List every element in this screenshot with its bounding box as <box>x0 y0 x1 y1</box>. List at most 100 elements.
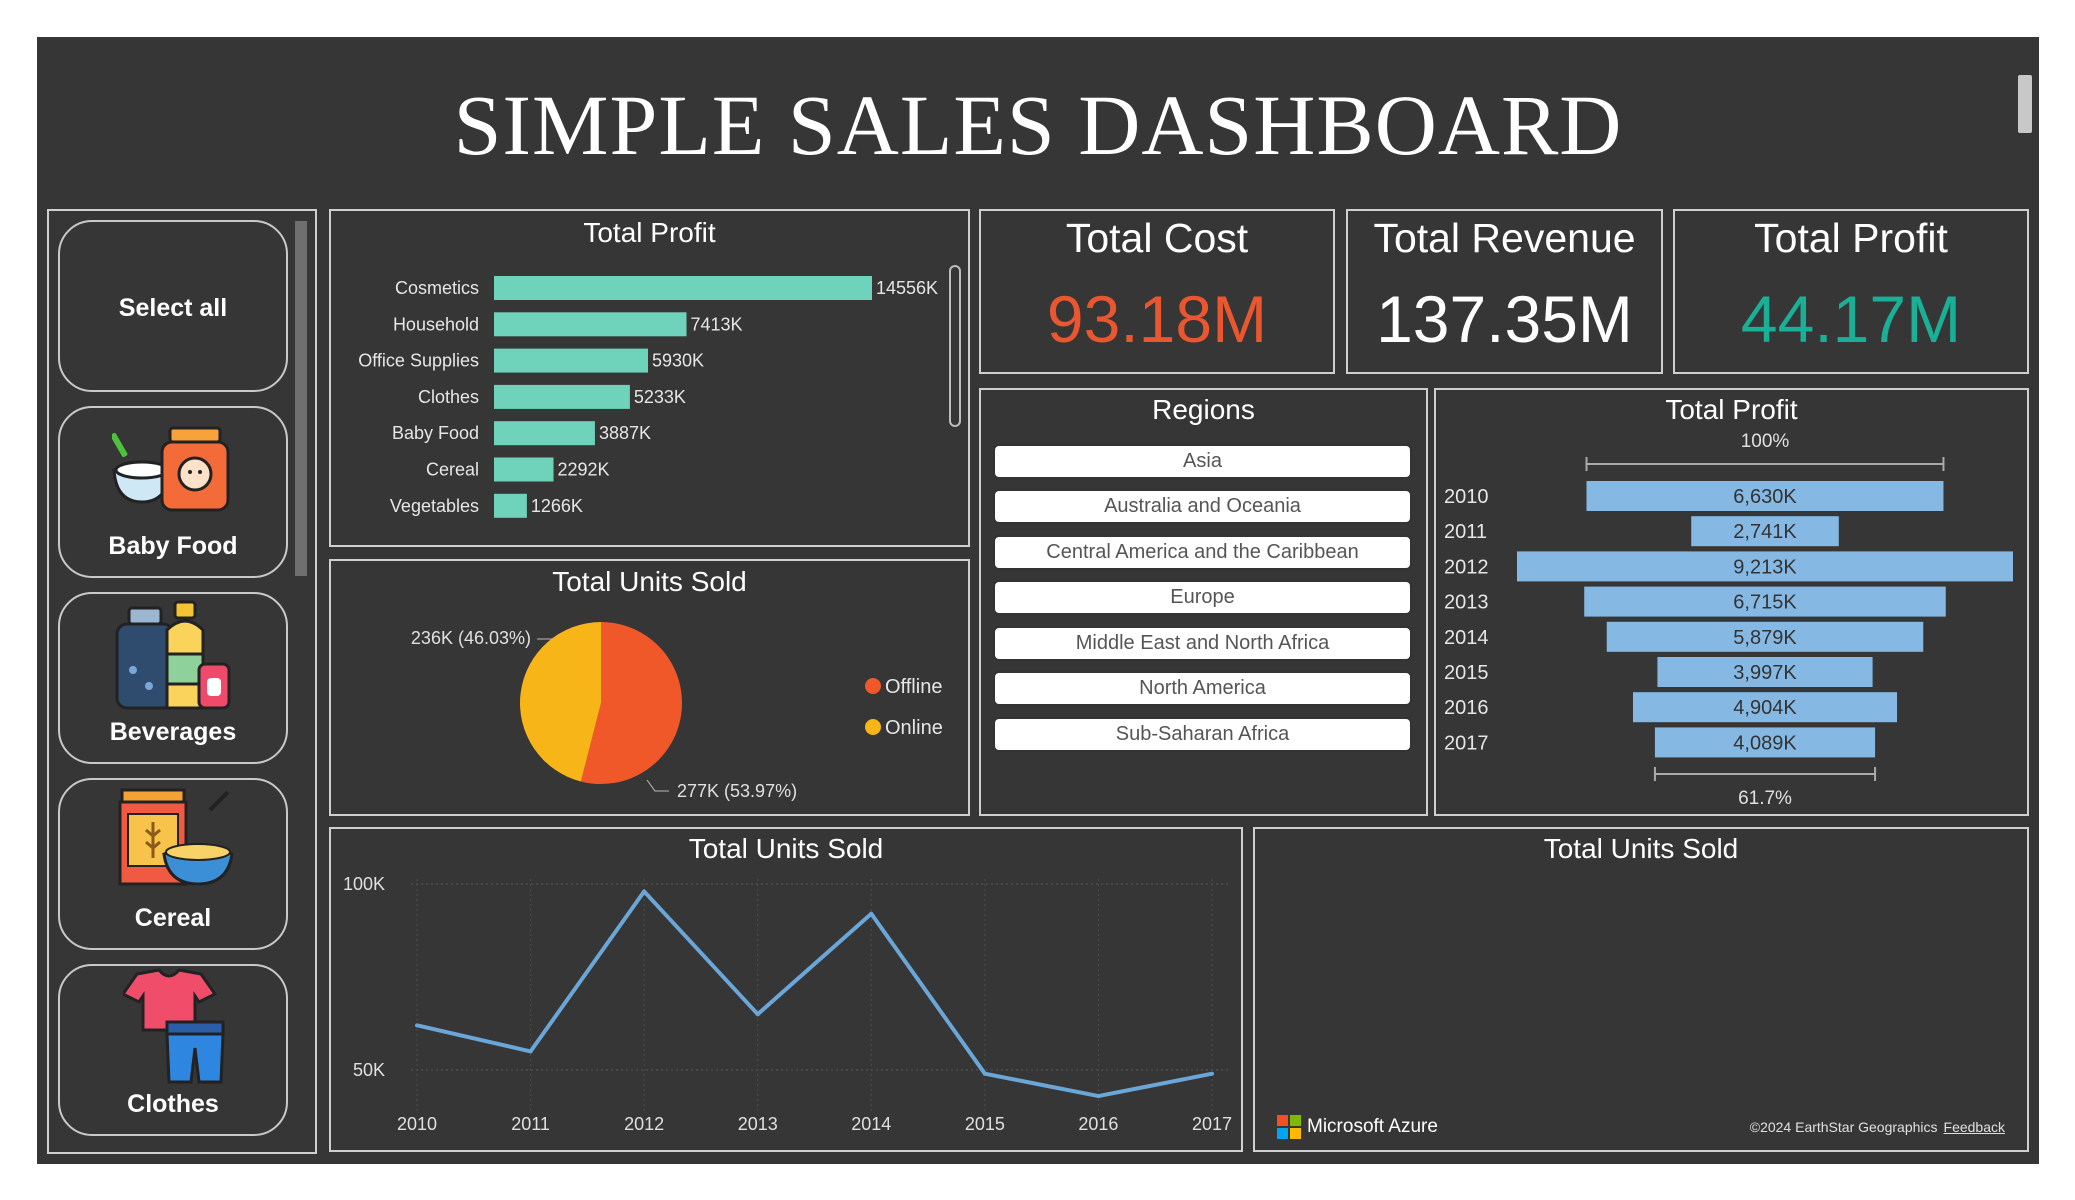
microsoft-logo-icon <box>1277 1115 1301 1139</box>
slicer-item-cereal[interactable]: Cereal <box>58 778 288 950</box>
slicer-item-label: Baby Food <box>108 532 238 560</box>
slicer-select-all[interactable]: Select all <box>58 220 288 392</box>
line-point <box>982 1071 987 1076</box>
bar-category-label: Household <box>393 314 479 334</box>
funnel-data-label: 4,904K <box>1733 697 1797 719</box>
legend-marker <box>865 719 881 735</box>
bar-data-label: 3887K <box>599 423 651 443</box>
profit-bar <box>494 457 554 482</box>
x-tick-label: 2017 <box>1192 1114 1232 1134</box>
chart-title: Total Profit <box>1665 394 1798 425</box>
funnel-bar <box>1517 551 2013 582</box>
chart-title: Total Profit <box>583 217 716 248</box>
kpi-value: 44.17M <box>1740 282 1962 356</box>
profit-by-year-funnel: Total Profit 100% 2010 6,630K 2011 2,741K 201… <box>1434 388 2029 816</box>
profit-bar <box>494 493 527 518</box>
pie-leader-line <box>646 779 669 792</box>
region-button[interactable]: Middle East and North Africa <box>993 626 1412 661</box>
line-point <box>1210 1071 1214 1076</box>
y-tick-label: 50K <box>353 1060 385 1080</box>
region-button[interactable]: Asia <box>993 444 1412 479</box>
kpi-title: Total Revenue <box>1373 215 1636 261</box>
chart-title: Total Units Sold <box>688 833 884 864</box>
cereal-icon <box>118 788 234 893</box>
funnel-bar <box>1632 692 1898 723</box>
x-tick-label: 2015 <box>965 1114 1005 1134</box>
azure-brand: Microsoft Azure <box>1277 1115 1438 1139</box>
profit-bar-chart-svg: Cosmetics 14556K Household 7413K Office Supp… <box>358 265 961 518</box>
bar-category-label: Cosmetics <box>395 278 479 298</box>
bar-category-label: Office Supplies <box>358 351 479 371</box>
funnel-data-label: 2,741K <box>1733 521 1797 543</box>
page-title: SIMPLE SALES DASHBOARD <box>453 77 1623 173</box>
slicer-scrollbar[interactable] <box>295 221 307 576</box>
funnel-bar <box>1586 481 1944 511</box>
kpi-total-profit: Total Profit 44.17M <box>1673 209 2029 374</box>
line-point <box>528 1049 533 1054</box>
funnel-category-label: 2013 <box>1444 592 1489 614</box>
line-point <box>642 889 647 894</box>
x-tick-label: 2012 <box>624 1114 664 1134</box>
funnel-data-label: 5,879K <box>1733 627 1797 649</box>
profit-bar <box>494 312 687 337</box>
funnel-category-label: 2017 <box>1444 732 1489 754</box>
funnel-data-label: 4,089K <box>1733 732 1797 754</box>
units-by-channel-chart: Total Units Sold 277K (53.97%) 236K (46.0… <box>329 559 970 816</box>
line-point <box>755 1012 760 1017</box>
units-map[interactable]: Total Units Sold Microsoft Azure ©2024 E… <box>1253 827 2029 1152</box>
beverages-icon <box>115 600 235 717</box>
pie-data-label: 236K (46.03%) <box>411 628 531 648</box>
profit-by-item-chart: Total Profit Cosmetics 14556K Household 741… <box>329 209 970 547</box>
funnel-bar <box>1691 516 1839 547</box>
region-button[interactable]: North America <box>993 671 1412 706</box>
slicer-item-label: Clothes <box>127 1090 219 1118</box>
units-line-series <box>416 889 1213 1099</box>
region-button[interactable]: Australia and Oceania <box>993 489 1412 524</box>
x-tick-label: 2013 <box>738 1114 778 1134</box>
funnel-category-label: 2010 <box>1444 486 1489 508</box>
region-button[interactable]: Europe <box>993 580 1412 615</box>
slicer-item-clothes[interactable]: Clothes <box>58 964 288 1136</box>
line-point <box>1096 1094 1101 1099</box>
bar-data-label: 2292K <box>558 460 610 480</box>
line-point <box>415 1023 419 1028</box>
funnel-data-label: 6,630K <box>1733 486 1797 508</box>
bar-data-label: 14556K <box>876 278 938 298</box>
profit-bar <box>494 276 872 300</box>
funnel-bottom-percent: 61.7% <box>1738 788 1792 809</box>
chart-title: Total Units Sold <box>552 566 747 597</box>
slicer-item-label: Select all <box>118 294 228 322</box>
bar-category-label: Baby Food <box>392 423 479 443</box>
baby-food-icon <box>110 426 232 519</box>
bar-data-label: 1266K <box>531 496 583 516</box>
funnel-category-label: 2016 <box>1444 697 1489 719</box>
bar-chart-scrollbar <box>949 265 961 427</box>
funnel-bar <box>1654 727 1876 758</box>
page-scrollbar[interactable] <box>2018 75 2032 133</box>
line-point <box>869 911 874 916</box>
pie-slice <box>580 622 682 784</box>
slicer-item-baby-food[interactable]: Baby Food <box>58 406 288 578</box>
bar-data-label: 7413K <box>691 314 743 334</box>
chart-title: Total Units Sold <box>1543 833 1739 864</box>
funnel-bar <box>1657 657 1873 687</box>
pie-data-label: 277K (53.97%) <box>677 781 797 801</box>
slicer-item-beverages[interactable]: Beverages <box>58 592 288 764</box>
x-tick-label: 2016 <box>1078 1114 1118 1134</box>
slicer-item-label: Cereal <box>134 904 212 932</box>
bar-data-label: 5930K <box>652 351 704 371</box>
azure-brand-label: Microsoft Azure <box>1307 1116 1438 1137</box>
clothes-icon <box>120 968 227 1091</box>
bar-category-label: Clothes <box>418 387 479 407</box>
slicer-item-label: Beverages <box>109 718 237 746</box>
map-attribution: ©2024 EarthStar Geographics Feedback <box>1750 1119 2005 1135</box>
funnel-data-label: 6,715K <box>1733 592 1797 614</box>
kpi-total-revenue: Total Revenue 137.35M <box>1346 209 1663 374</box>
x-tick-label: 2011 <box>511 1114 550 1134</box>
kpi-total-cost: Total Cost 93.18M <box>979 209 1335 374</box>
region-button[interactable]: Central America and the Caribbean <box>993 535 1412 570</box>
pie-slice <box>520 622 601 782</box>
feedback-link[interactable]: Feedback <box>1943 1119 2005 1135</box>
region-button[interactable]: Sub-Saharan Africa <box>993 717 1412 752</box>
funnel-top-percent: 100% <box>1741 431 1790 452</box>
